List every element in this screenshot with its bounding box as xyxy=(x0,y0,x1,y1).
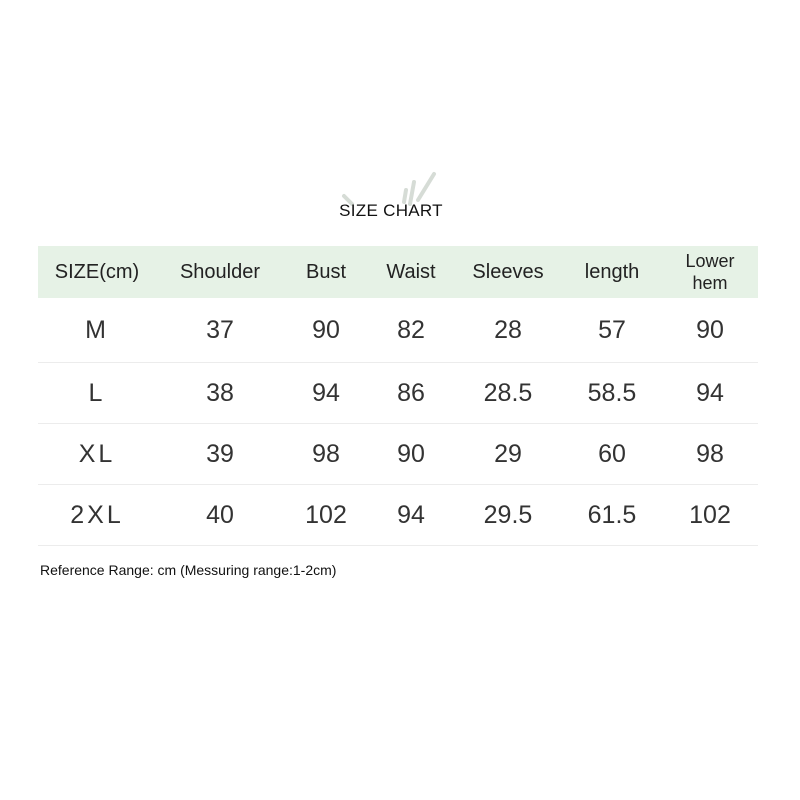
measurement-cell: 94 xyxy=(284,362,368,424)
size-table: SIZE(cm) Shoulder Bust Waist Sleeves len… xyxy=(38,246,758,546)
header-lower-hem-text: Lower hem xyxy=(685,251,735,293)
table-row: XL 39 98 90 29 60 98 xyxy=(38,423,758,485)
measurement-cell: 90 xyxy=(368,423,454,485)
reference-note: Reference Range: cm (Messuring range:1-2… xyxy=(40,562,337,578)
chart-title: SIZE CHART xyxy=(339,201,443,220)
measurement-cell: 94 xyxy=(662,362,758,424)
header-length: length xyxy=(562,246,662,298)
measurement-cell: 39 xyxy=(156,423,284,485)
measurement-cell: 98 xyxy=(662,423,758,485)
size-cell: XL xyxy=(38,423,156,485)
size-cell: M xyxy=(38,298,156,363)
header-lower-hem: Lower hem xyxy=(662,246,758,298)
header-waist: Waist xyxy=(368,246,454,298)
measurement-cell: 60 xyxy=(562,423,662,485)
measurement-cell: 29.5 xyxy=(454,484,562,546)
measurement-cell: 82 xyxy=(368,298,454,363)
measurement-cell: 102 xyxy=(284,484,368,546)
measurement-cell: 102 xyxy=(662,484,758,546)
measurement-cell: 38 xyxy=(156,362,284,424)
measurement-cell: 86 xyxy=(368,362,454,424)
measurement-cell: 58.5 xyxy=(562,362,662,424)
header-size: SIZE(cm) xyxy=(38,246,156,298)
table-row: 2XL 40 102 94 29.5 61.5 102 xyxy=(38,484,758,546)
measurement-cell: 90 xyxy=(662,298,758,363)
measurement-cell: 90 xyxy=(284,298,368,363)
header-row: SIZE(cm) Shoulder Bust Waist Sleeves len… xyxy=(38,246,758,298)
measurement-cell: 94 xyxy=(368,484,454,546)
measurement-cell: 40 xyxy=(156,484,284,546)
table-row: M 37 90 82 28 57 90 xyxy=(38,298,758,363)
measurement-cell: 37 xyxy=(156,298,284,363)
table-row: L 38 94 86 28.5 58.5 94 xyxy=(38,362,758,424)
size-cell: L xyxy=(38,362,156,424)
measurement-cell: 29 xyxy=(454,423,562,485)
measurement-cell: 28.5 xyxy=(454,362,562,424)
header-bust: Bust xyxy=(284,246,368,298)
measurement-cell: 28 xyxy=(454,298,562,363)
header-shoulder: Shoulder xyxy=(156,246,284,298)
measurement-cell: 57 xyxy=(562,298,662,363)
measurement-cell: 61.5 xyxy=(562,484,662,546)
header-sleeves: Sleeves xyxy=(454,246,562,298)
leaf-decoration-icon xyxy=(342,172,436,206)
measurement-cell: 98 xyxy=(284,423,368,485)
size-cell: 2XL xyxy=(38,484,156,546)
